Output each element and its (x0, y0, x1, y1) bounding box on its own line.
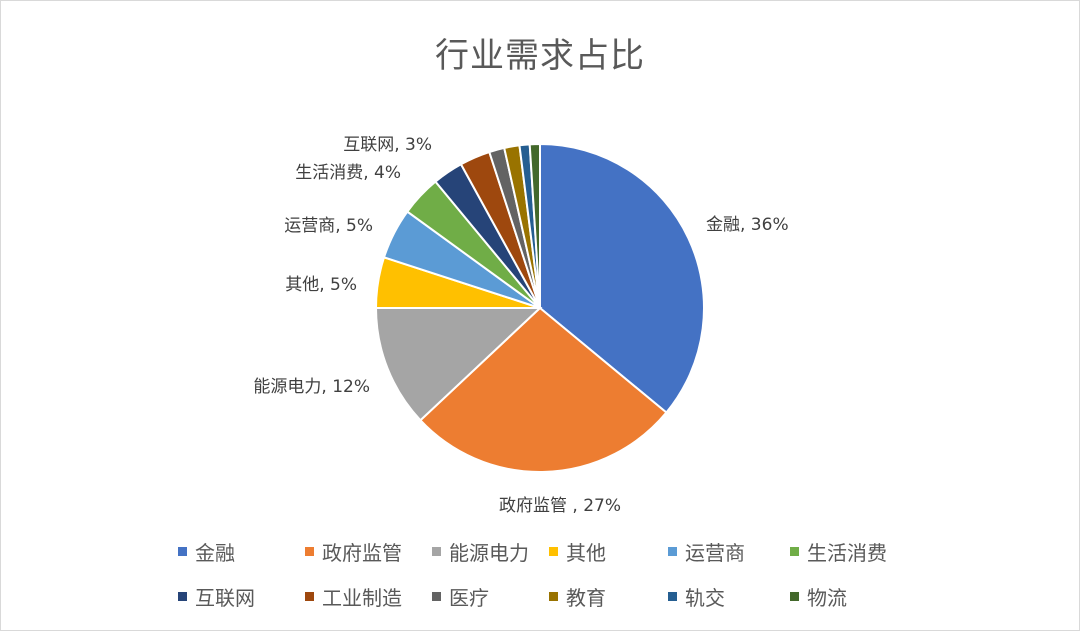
chart-title: 行业需求占比 (435, 36, 645, 76)
legend-label: 运营商 (685, 540, 745, 565)
pie-slice-1 (539, 142, 705, 414)
legend-item: 运营商 (668, 537, 790, 566)
pie-slice-2 (419, 306, 668, 474)
legend-swatch (432, 591, 441, 601)
legend-label: 轨交 (685, 585, 725, 610)
legend-swatch (668, 591, 677, 601)
legend-swatch (305, 591, 314, 601)
legend-item: 医疗 (432, 582, 549, 611)
pie-data-label-7: 互联网, 3% (343, 135, 432, 155)
legend-label: 物流 (807, 585, 847, 610)
pie-slice-3 (374, 307, 543, 422)
legend-label: 政府监管 (322, 540, 402, 565)
legend-label: 能源电力 (449, 540, 529, 565)
pie-data-label-3: 能源电力, 12% (253, 377, 370, 397)
pie-data-labels: 金融, 36% 政府监管 , 27% 能源电力, 12% 其他, 5% 运营商, 5% 生… (253, 135, 788, 516)
legend-item: 教育 (549, 582, 668, 611)
legend-label: 金融 (195, 540, 235, 565)
legend-swatch (668, 546, 677, 556)
legend-label: 教育 (566, 585, 606, 610)
legend-item: 轨交 (668, 582, 790, 611)
legend-swatch (790, 546, 799, 556)
pie-data-label-2: 政府监管 , 27% (499, 496, 621, 516)
legend-swatch (549, 546, 558, 556)
legend-swatch (790, 591, 799, 601)
legend-label: 生活消费 (807, 540, 887, 565)
legend-swatch (178, 546, 187, 556)
pie-slice-12 (528, 142, 541, 309)
legend-row-1: 金融 政府监管 能源电力 其他 运营商 生活消费 (178, 536, 917, 566)
legend-item: 工业制造 (305, 582, 432, 611)
legend-label: 医疗 (449, 585, 489, 610)
legend-label: 其他 (566, 540, 606, 565)
pie-data-label-6: 生活消费, 4% (295, 163, 401, 183)
legend-item: 其他 (549, 537, 668, 566)
legend-item: 能源电力 (432, 537, 549, 566)
legend-swatch (178, 591, 187, 601)
pie-data-label-4: 其他, 5% (285, 275, 357, 295)
legend-item: 金融 (178, 537, 305, 566)
legend-label: 互联网 (195, 585, 255, 610)
legend-row-2: 互联网 工业制造 医疗 教育 轨交 物流 (178, 581, 917, 611)
pie-slices (374, 142, 705, 474)
legend-item: 互联网 (178, 582, 305, 611)
legend-swatch (432, 546, 441, 556)
legend-swatch (305, 546, 314, 556)
pie-data-label-1: 金融, 36% (706, 215, 789, 235)
legend-swatch (549, 591, 558, 601)
legend-item: 物流 (790, 582, 917, 611)
legend-item: 政府监管 (305, 537, 432, 566)
pie-data-label-5: 运营商, 5% (284, 216, 373, 236)
legend-item: 生活消费 (790, 537, 917, 566)
legend-label: 工业制造 (322, 585, 402, 610)
